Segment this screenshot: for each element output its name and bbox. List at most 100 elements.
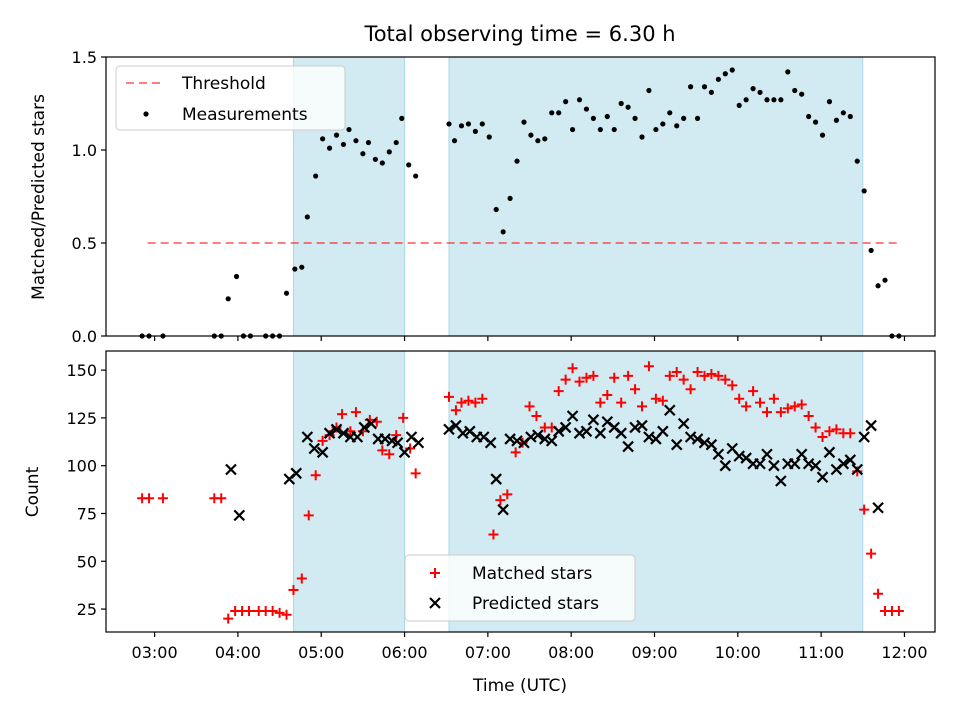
matched-stars-point-55 (595, 397, 606, 408)
matched-stars-point-32 (405, 443, 416, 454)
predicted-stars-point-79 (837, 458, 850, 470)
matched-stars-point-43 (510, 447, 521, 458)
matched-stars-point-38 (470, 397, 481, 408)
measurements-point-15 (299, 264, 305, 270)
predicted-stars-point-31 (504, 433, 516, 445)
predicted-stars-point-49 (629, 421, 641, 434)
predicted-stars-point-58 (691, 433, 704, 445)
predicted-stars-point-74 (802, 458, 815, 470)
matched-stars-point-22 (337, 409, 348, 420)
matched-stars-point-59 (623, 370, 634, 381)
predicted-stars-point-29 (490, 473, 502, 485)
matched-stars-point-65 (664, 370, 675, 381)
x-tick-label: 08:00 (548, 643, 594, 662)
predicted-stars-point-7 (316, 446, 329, 459)
matched-stars-point-46 (531, 410, 542, 421)
matched-stars-point-56 (602, 389, 613, 400)
predicted-stars-point-18 (391, 436, 404, 449)
matched-stars-point-33 (410, 468, 421, 479)
matched-stars-point-63 (650, 393, 661, 404)
measurements-point-78 (757, 89, 763, 95)
measurements-point-70 (701, 84, 708, 90)
measurements-point-85 (806, 113, 812, 120)
measurements-point-75 (736, 102, 742, 108)
measurements-point-41 (500, 229, 506, 235)
matched-stars-point-91 (845, 428, 856, 439)
predicted-stars-point-77 (823, 446, 836, 459)
x-axis-label: Time (UTC) (472, 676, 567, 696)
x-tick-label: 12:00 (881, 643, 927, 662)
measurements-point-39 (486, 134, 492, 140)
predicted-stars-point-51 (643, 431, 655, 443)
predicted-stars-point-2 (233, 509, 246, 522)
predicted-stars-point-22 (443, 423, 455, 436)
matched-stars-point-30 (391, 430, 402, 441)
x-tick-label: 07:00 (465, 643, 511, 662)
measurements-point-91 (847, 113, 853, 120)
top-y-axis-label: Matched/Predicted stars (29, 94, 49, 300)
predicted-stars-point-12 (351, 431, 364, 443)
matched-stars-point-71 (706, 368, 717, 379)
measurements-point-61 (639, 134, 645, 140)
measurements-point-65 (667, 110, 673, 116)
x-tick-label: 09:00 (631, 643, 677, 662)
predicted-stars-point-67 (754, 458, 766, 470)
matched-stars-point-93 (859, 504, 870, 515)
predicted-stars-point-36 (539, 433, 551, 445)
predicted-stars-point-64 (733, 450, 745, 462)
measurements-point-68 (688, 84, 694, 90)
matched-stars-point-29 (384, 449, 395, 460)
measurements-point-17 (313, 173, 319, 179)
measurements-point-54 (590, 115, 597, 121)
matched-stars-point-6 (223, 613, 234, 624)
matched-stars-point-36 (456, 397, 467, 408)
measurements-point-28 (386, 149, 392, 155)
chart-title: Total observing time = 6.30 h (363, 22, 675, 46)
matched-stars-point-60 (630, 384, 641, 395)
measurements-point-19 (326, 145, 333, 151)
x-tick-label: 03:00 (132, 643, 178, 662)
measurements-point-56 (604, 113, 610, 120)
predicted-stars-point-13 (358, 421, 371, 434)
measurements-point-55 (597, 126, 603, 133)
measurements-point-33 (446, 121, 452, 127)
matched-stars-point-28 (377, 445, 388, 456)
predicted-stars-point-34 (525, 431, 537, 443)
matched-stars-point-77 (748, 386, 759, 397)
x-tick-label: 05:00 (298, 643, 344, 662)
predicted-stars-point-82 (858, 431, 870, 443)
matched-stars-point-81 (775, 407, 786, 418)
predicted-stars-point-69 (768, 459, 780, 472)
y-tick-label: 0.0 (72, 327, 97, 346)
matched-stars-point-19 (317, 435, 328, 446)
matched-stars-point-12 (267, 605, 278, 616)
matched-stars-point-17 (303, 510, 314, 521)
predicted-stars-point-41 (573, 427, 586, 439)
predicted-stars-point-72 (788, 458, 801, 470)
matched-stars-point-82 (782, 403, 793, 414)
matched-stars-point-50 (560, 374, 571, 385)
y-tick-label: 150 (66, 361, 97, 380)
predicted-stars-point-84 (872, 501, 884, 514)
predicted-stars-point-38 (552, 425, 565, 438)
predicted-stars-point-73 (795, 448, 808, 461)
predicted-stars-point-61 (712, 448, 725, 461)
matched-stars-point-68 (685, 384, 696, 395)
matched-stars-point-75 (734, 393, 745, 404)
legend-measurements-swatch (143, 111, 149, 117)
predicted-stars-point-21 (412, 436, 425, 449)
measurements-point-95 (875, 283, 881, 289)
measurements-point-80 (771, 97, 777, 103)
matched-stars-point-61 (637, 401, 648, 412)
measurements-point-35 (458, 123, 465, 129)
matched-stars-point-41 (495, 495, 506, 506)
measurements-point-22 (346, 126, 352, 133)
measurements-point-83 (792, 87, 798, 94)
matched-stars-point-73 (720, 374, 731, 385)
measurements-point-88 (826, 99, 833, 105)
measurements-point-72 (715, 76, 721, 82)
measurements-point-51 (569, 126, 576, 133)
measurements-point-45 (528, 132, 534, 138)
legend-predicted-label: Predicted stars (472, 594, 599, 614)
measurements-point-36 (465, 121, 472, 127)
